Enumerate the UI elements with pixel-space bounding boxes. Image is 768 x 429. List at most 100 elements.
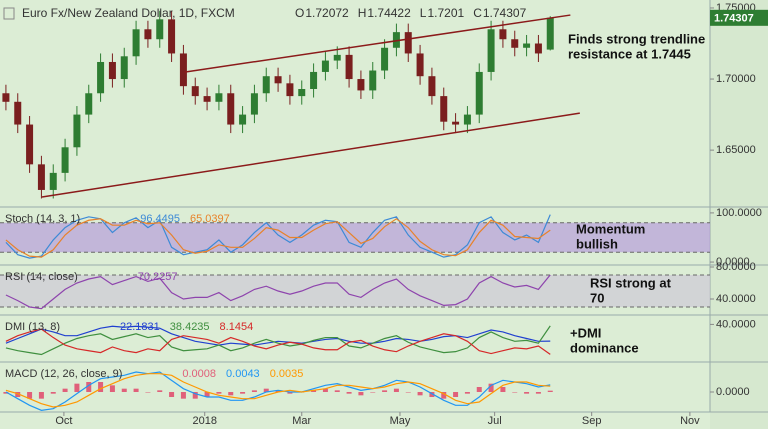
candle-body xyxy=(179,53,187,87)
candle-body xyxy=(511,39,519,48)
annotation: 70 xyxy=(590,290,604,305)
histogram-bar xyxy=(38,392,44,399)
histogram-bar xyxy=(180,392,186,399)
candle-body xyxy=(156,19,164,40)
histogram-bar xyxy=(535,392,541,394)
candle-body xyxy=(428,76,436,97)
histogram-bar xyxy=(109,385,115,392)
histogram-bar xyxy=(524,392,530,394)
trendline xyxy=(41,112,580,198)
histogram-bar xyxy=(547,390,553,392)
pane-title: MACD (12, 26, close, 9) xyxy=(5,368,122,380)
histogram-bar xyxy=(62,388,68,392)
histogram-bar xyxy=(512,392,518,393)
pane-value: 0.0035 xyxy=(270,368,304,380)
histogram-bar xyxy=(121,388,127,392)
candle-body xyxy=(144,29,152,40)
pane-value: 0.0008 xyxy=(182,368,216,380)
pane-value: 22.1831 xyxy=(120,321,160,333)
candle-body xyxy=(310,71,318,89)
x-tick-label: Nov xyxy=(680,415,700,427)
histogram-bar xyxy=(192,392,198,399)
histogram-bar xyxy=(382,390,388,392)
candle-body xyxy=(463,114,471,125)
histogram-bar xyxy=(417,392,423,396)
trendline xyxy=(184,14,571,73)
x-tick-label: Oct xyxy=(55,415,72,427)
price-tag xyxy=(710,9,768,26)
candle-body xyxy=(274,76,282,84)
histogram-bar xyxy=(228,392,234,396)
candle-body xyxy=(321,60,329,72)
candle-body xyxy=(499,29,507,40)
pane-title: DMI (13, 8) xyxy=(5,321,60,333)
candle-body xyxy=(120,56,128,80)
candle-body xyxy=(392,32,400,48)
candle-body xyxy=(534,43,542,54)
candle-body xyxy=(132,29,140,57)
annotation: resistance at 1.7445 xyxy=(568,46,691,61)
pane-value: 70.2257 xyxy=(138,271,178,283)
ohlc-label: O xyxy=(295,6,304,20)
pane-value: 0.0043 xyxy=(226,368,260,380)
histogram-bar xyxy=(358,392,364,396)
candle-body xyxy=(357,79,365,91)
candle-body xyxy=(416,53,424,77)
band xyxy=(0,275,710,307)
candle-body xyxy=(262,76,270,94)
candle-body xyxy=(14,101,22,125)
candle-body xyxy=(440,96,448,122)
candle-body xyxy=(523,43,531,48)
candle-body xyxy=(286,83,294,97)
candle-body xyxy=(381,47,389,71)
candle-body xyxy=(97,61,105,94)
indicator-line xyxy=(5,328,551,355)
candle-body xyxy=(191,86,199,97)
ohlc-label: C xyxy=(473,6,482,20)
candle-body xyxy=(26,124,34,165)
candle-body xyxy=(203,96,211,102)
candle-body xyxy=(215,93,223,102)
annotation: Momentum xyxy=(576,221,645,236)
y-tick-label: 80.0000 xyxy=(716,261,756,273)
candle-body xyxy=(298,88,306,97)
ohlc-value: 1.7201 xyxy=(427,6,464,20)
histogram-bar xyxy=(263,388,269,392)
candle-body xyxy=(168,19,176,54)
ohlc-label: H xyxy=(358,6,367,20)
y-tick-label: 1.70000 xyxy=(716,73,756,85)
histogram-bar xyxy=(251,390,257,392)
ohlc-value: 1.74422 xyxy=(367,6,411,20)
histogram-bar xyxy=(322,388,328,392)
y-tick-label: 1.65000 xyxy=(716,144,756,156)
chart-title: Euro Fx/New Zealand Dollar, 1D, FXCM xyxy=(22,6,235,20)
indicator-line xyxy=(5,325,551,356)
x-tick-label: May xyxy=(390,415,411,427)
x-tick-label: Sep xyxy=(582,415,602,427)
histogram-bar xyxy=(287,392,293,394)
indicator-line xyxy=(5,371,551,411)
histogram-bar xyxy=(50,392,56,394)
pane-title: RSI (14, close) xyxy=(5,271,78,283)
candle-body xyxy=(475,71,483,115)
histogram-bar xyxy=(275,390,281,392)
indicator-line xyxy=(5,325,551,346)
histogram-bar xyxy=(74,383,80,392)
y-tick-label: 0.0000 xyxy=(716,386,750,398)
candle-body xyxy=(333,54,341,61)
annotation: RSI strong at xyxy=(590,275,672,290)
candle-body xyxy=(85,93,93,115)
pane-value: 38.4235 xyxy=(170,321,210,333)
histogram-bar xyxy=(204,392,210,397)
symbol-icon[interactable] xyxy=(3,7,15,20)
ohlc-value: 1.74307 xyxy=(483,6,527,20)
histogram-bar xyxy=(476,387,482,392)
indicator-line xyxy=(5,274,551,310)
x-tick-label: 2018 xyxy=(192,415,216,427)
candle-body xyxy=(49,172,57,190)
histogram-bar xyxy=(405,392,411,393)
annotation: +DMI xyxy=(570,325,601,340)
histogram-bar xyxy=(441,392,447,399)
candle-body xyxy=(452,121,460,125)
y-tick-label: 40.0000 xyxy=(716,318,756,330)
